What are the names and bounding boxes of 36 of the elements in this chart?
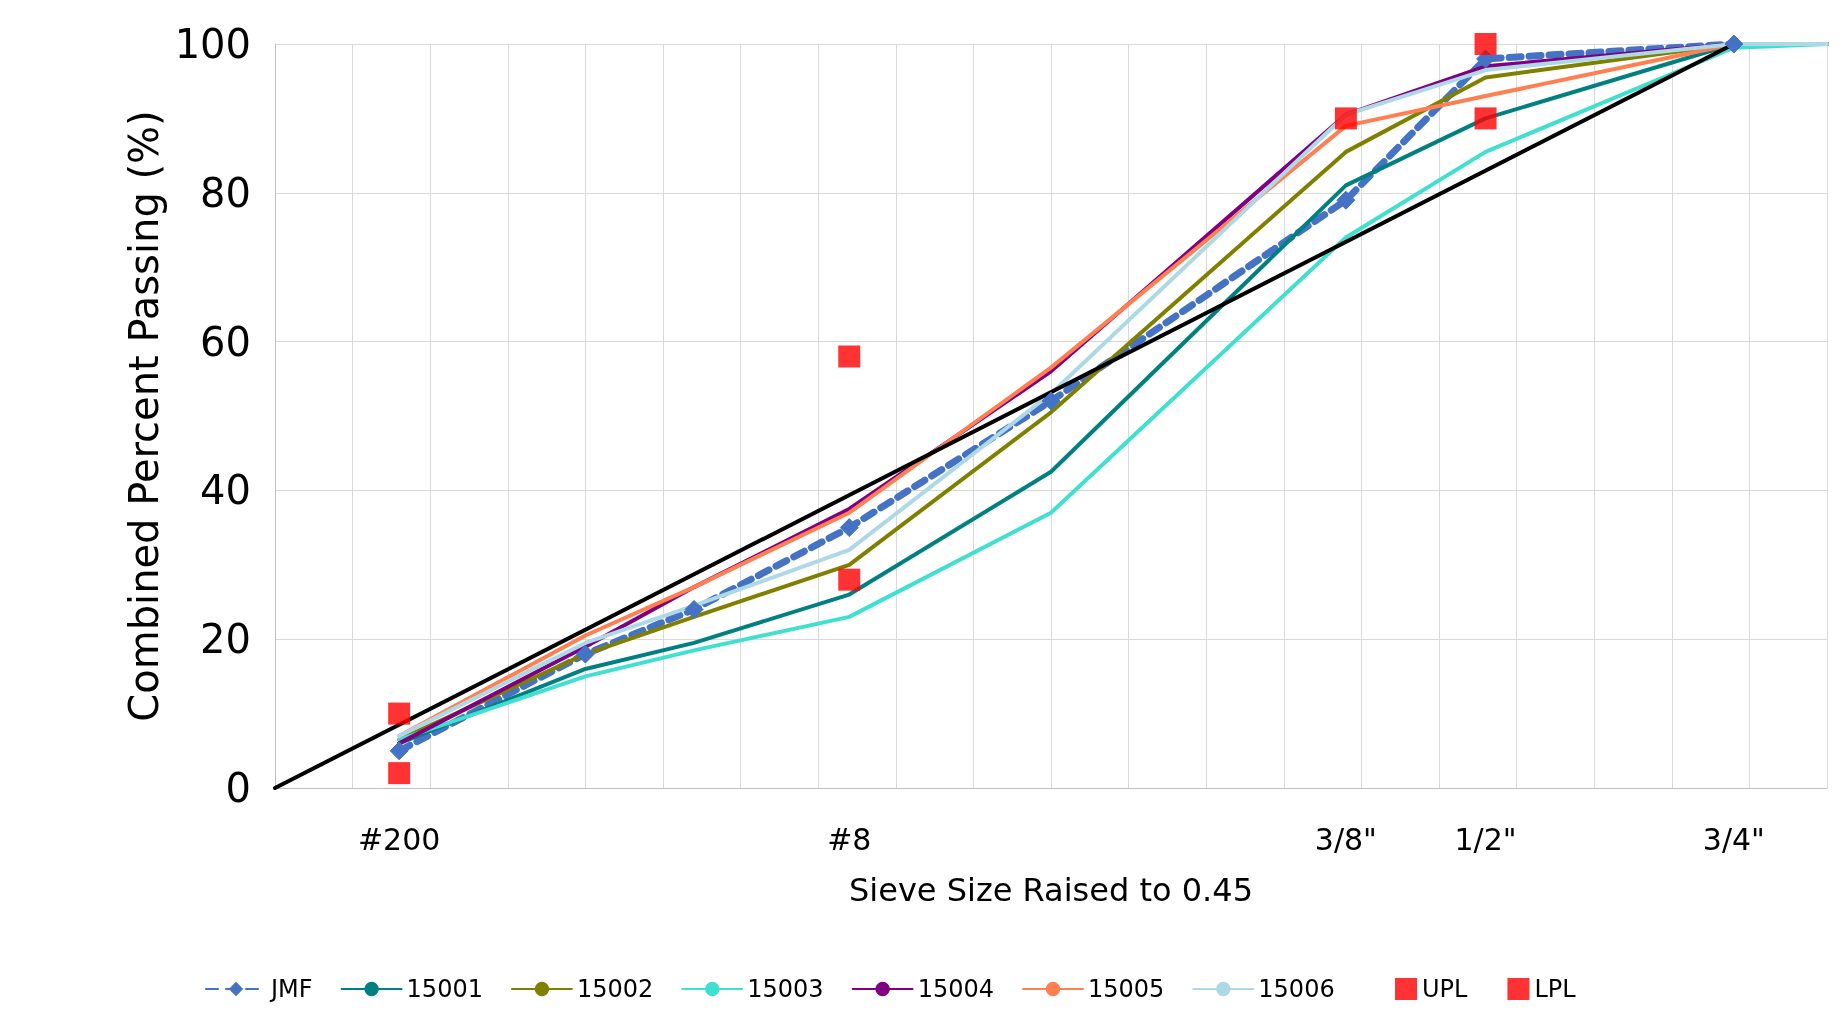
point [684, 599, 704, 619]
y-tick-label: 80 [200, 169, 251, 216]
legend-label: 15004 [917, 975, 994, 1003]
y-axis-title: Combined Percent Passing (%) [120, 110, 167, 722]
point [388, 762, 411, 785]
legend-label: LPL [1534, 975, 1577, 1003]
legend-label: UPL [1422, 975, 1469, 1003]
point [838, 568, 861, 591]
point [839, 518, 859, 538]
point [1336, 190, 1356, 210]
legend-label: 15003 [747, 975, 824, 1003]
point [1474, 33, 1497, 55]
point [838, 345, 861, 368]
legend-label: 15006 [1258, 975, 1335, 1003]
point [1474, 107, 1497, 130]
legend-label: 15001 [406, 975, 483, 1003]
x-tick-label: 3/4" [1702, 821, 1765, 857]
point [575, 644, 595, 664]
point [1334, 107, 1357, 130]
legend-label: JMF [269, 975, 313, 1003]
y-tick-label: 20 [200, 616, 251, 663]
point [1041, 391, 1061, 411]
y-tick-label: 60 [200, 318, 251, 365]
point [1724, 34, 1744, 54]
y-tick-label: 100 [174, 21, 251, 67]
y-tick-label: 0 [225, 765, 251, 811]
x-tick-label: #200 [357, 821, 441, 857]
x-tick-label: #8 [827, 821, 872, 857]
point [389, 741, 409, 761]
point [388, 702, 411, 725]
legend-label: 15002 [576, 975, 654, 1003]
legend-label: 15005 [1087, 975, 1165, 1003]
x-tick-label: 1/2" [1454, 821, 1517, 857]
y-tick-label: 40 [200, 467, 251, 514]
x-tick-label: 3/8" [1314, 821, 1377, 857]
x-axis-title: Sieve Size Raised to 0.45 [849, 871, 1253, 909]
